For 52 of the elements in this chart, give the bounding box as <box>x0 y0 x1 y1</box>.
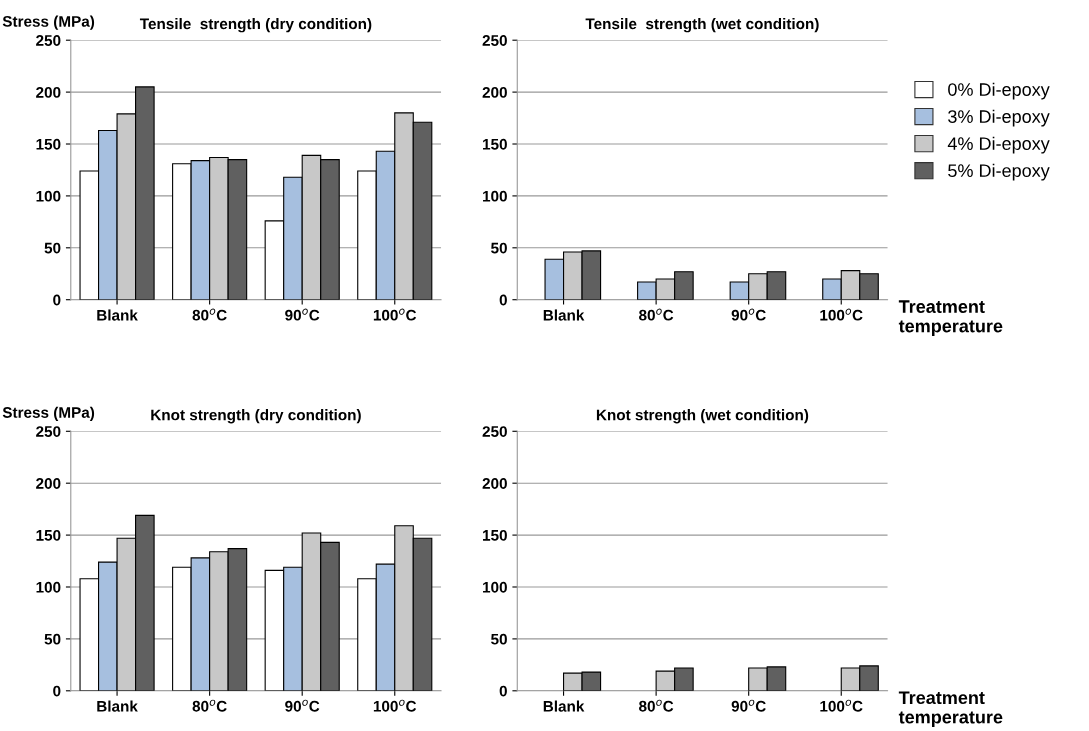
chart-title: Knot strength (dry condition) <box>151 409 361 424</box>
y-tick-label: 100 <box>483 190 507 202</box>
y-tick-label: 50 <box>44 242 61 254</box>
x-tick-label: 80$^{o}$C <box>639 699 674 712</box>
y-tick-label: 200 <box>482 86 507 98</box>
y-tick-label: 250 <box>482 426 507 437</box>
x-tick-label: Blank <box>97 700 138 712</box>
legend-label: 0% Di-epoxy <box>948 82 1050 100</box>
y-tick-label: 50 <box>44 633 61 645</box>
y-tick-label: 250 <box>36 35 61 46</box>
y-axis-title: Stress (MPa) <box>2 406 95 421</box>
y-tick-label: 0 <box>499 294 507 306</box>
y-tick-label: 200 <box>36 86 61 98</box>
x-tick-label: Blank <box>97 309 138 321</box>
x-tick-label: 80$^{o}$C <box>639 308 674 321</box>
x-tick-label: 90$^{o}$C <box>731 699 766 712</box>
x-tick-label: 90$^{o}$C <box>731 308 766 321</box>
x-tick-label: 100$^{o}$C <box>820 308 863 321</box>
x-tick-label: Blank <box>543 309 585 321</box>
x-tick-label: 100$^{o}$C <box>373 699 417 712</box>
y-tick-label: 200 <box>482 478 507 489</box>
x-tick-label: 90$^{o}$C <box>285 308 320 321</box>
x-tick-label: 100$^{o}$C <box>820 699 863 712</box>
legend-label: 4% Di-epoxy <box>947 136 1050 154</box>
x-axis-title: Treatment temperature <box>898 691 1003 728</box>
chart-title: Knot strength (wet condition) <box>596 409 809 424</box>
legend-label: 5% Di-epoxy <box>948 163 1050 181</box>
y-tick-label: 200 <box>36 478 61 489</box>
x-tick-label: 90$^{o}$C <box>285 699 320 712</box>
x-tick-label: 80$^{o}$C <box>192 699 227 712</box>
y-tick-label: 0 <box>53 685 61 697</box>
x-tick-label: 100$^{o}$C <box>373 308 417 321</box>
legend-label: 3% Di-epoxy <box>948 109 1050 127</box>
y-tick-label: 150 <box>36 138 61 150</box>
y-tick-label: 150 <box>483 138 507 150</box>
x-axis-title: Treatment temperature <box>898 300 1003 336</box>
y-axis-title: Stress (MPa) <box>2 15 95 30</box>
y-tick-label: 0 <box>53 294 61 306</box>
y-tick-label: 100 <box>36 581 61 593</box>
y-tick-label: 150 <box>483 529 507 541</box>
y-tick-label: 50 <box>491 633 507 645</box>
y-tick-label: 100 <box>36 190 61 202</box>
chart-title: Tensile strength (dry condition) <box>139 18 372 33</box>
y-tick-label: 250 <box>482 35 507 46</box>
y-tick-label: 50 <box>491 242 507 254</box>
y-tick-label: 150 <box>36 529 61 541</box>
y-tick-label: 250 <box>36 426 61 437</box>
y-tick-label: 100 <box>483 581 507 593</box>
chart-title: Tensile strength (wet condition) <box>585 18 819 33</box>
x-tick-label: Blank <box>543 700 585 712</box>
y-tick-label: 0 <box>499 685 507 697</box>
x-tick-label: 80$^{o}$C <box>192 308 227 321</box>
